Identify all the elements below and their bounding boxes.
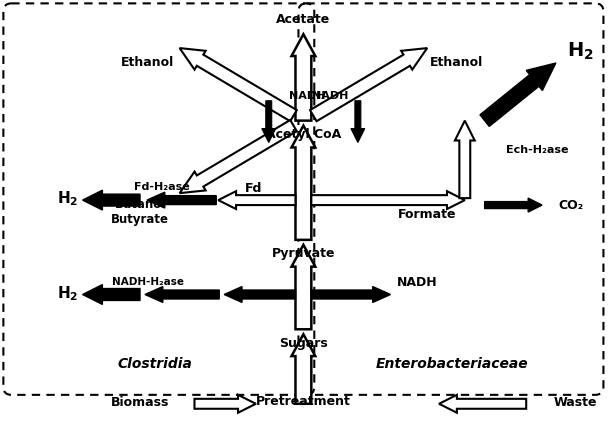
Text: Fd-H₂ase: Fd-H₂ase — [134, 182, 190, 192]
Text: $\mathbf{H_2}$: $\mathbf{H_2}$ — [567, 40, 594, 62]
Text: Butanol
Butyrate: Butanol Butyrate — [111, 198, 169, 226]
FancyArrow shape — [484, 198, 542, 212]
FancyArrow shape — [351, 101, 365, 142]
Text: Ech-H₂ase: Ech-H₂ase — [506, 145, 569, 155]
Text: $\mathbf{H_2}$: $\mathbf{H_2}$ — [57, 284, 79, 303]
Text: NADH: NADH — [289, 91, 325, 101]
FancyArrow shape — [147, 192, 217, 208]
Text: Pyruvate: Pyruvate — [271, 247, 335, 260]
Text: Acetyl CoA: Acetyl CoA — [266, 128, 341, 141]
FancyArrow shape — [224, 287, 295, 302]
Text: Formate: Formate — [398, 207, 456, 220]
Text: NADH: NADH — [234, 276, 273, 289]
FancyArrow shape — [292, 34, 315, 121]
FancyArrow shape — [179, 120, 297, 193]
Text: Enterobacteriaceae: Enterobacteriaceae — [376, 357, 528, 371]
FancyArrow shape — [292, 245, 315, 329]
Text: Clostridia: Clostridia — [118, 357, 192, 371]
FancyArrow shape — [311, 287, 390, 302]
Text: NADH-H₂ase: NADH-H₂ase — [112, 277, 184, 287]
FancyArrow shape — [82, 190, 140, 210]
Text: Pretreatment: Pretreatment — [256, 395, 351, 408]
FancyArrow shape — [292, 126, 315, 240]
Text: $\mathbf{H_2}$: $\mathbf{H_2}$ — [57, 190, 79, 208]
FancyArrow shape — [218, 191, 295, 209]
FancyArrow shape — [145, 287, 219, 302]
Text: NADH: NADH — [312, 91, 348, 101]
FancyArrow shape — [439, 395, 526, 413]
Text: Fd: Fd — [245, 182, 262, 195]
Text: Acetate: Acetate — [276, 13, 331, 26]
FancyArrow shape — [195, 395, 256, 413]
Text: Ethanol: Ethanol — [430, 56, 484, 69]
Text: CO₂: CO₂ — [558, 199, 583, 212]
FancyArrow shape — [310, 48, 427, 121]
FancyArrow shape — [455, 121, 475, 198]
Text: Sugars: Sugars — [279, 337, 328, 350]
Text: Ethanol: Ethanol — [121, 56, 174, 69]
FancyArrow shape — [82, 284, 140, 304]
Text: Biomass: Biomass — [112, 396, 170, 409]
FancyArrow shape — [262, 101, 276, 142]
FancyArrow shape — [480, 63, 556, 126]
FancyArrow shape — [292, 334, 315, 404]
FancyArrow shape — [311, 191, 465, 209]
Text: Waste: Waste — [554, 396, 597, 409]
FancyArrow shape — [179, 48, 297, 121]
Text: NADH: NADH — [397, 276, 437, 289]
